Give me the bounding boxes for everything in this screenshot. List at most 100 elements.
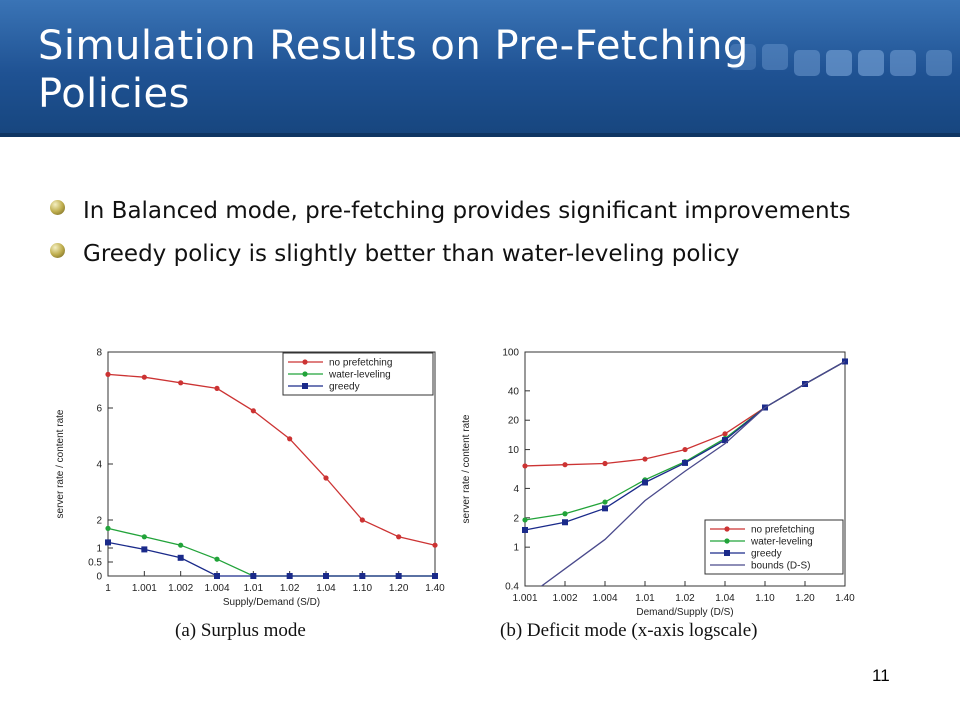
legend-marker [302, 359, 308, 365]
legend-marker [724, 526, 730, 532]
data-point-greedy [522, 526, 528, 533]
data-point-water-leveling [214, 556, 220, 562]
series-line-greedy [107, 541, 435, 577]
x-tick-label: 1.20 [389, 583, 409, 594]
x-tick-label: 1.40 [835, 593, 855, 604]
data-point-greedy [682, 459, 688, 466]
x-tick-label: 1.001 [512, 593, 537, 604]
surplus-mode-chart-svg: 0 0.5 1 2 4 6 8 1 1.001 1.002 1.004 1.01 1.02 1.04 1.1… [55, 348, 445, 642]
data-point-water-leveling [141, 534, 147, 540]
bullet-list: In Balanced mode, pre-fetching provides … [50, 190, 950, 276]
series-line-greedy [524, 360, 846, 531]
title-bar-rule [0, 133, 960, 137]
x-tick-label: 1.10 [353, 583, 373, 594]
data-point-water-leveling [105, 525, 111, 531]
x-tick-label: 1.001 [132, 583, 157, 594]
x-tick-label: 1.002 [552, 593, 577, 604]
data-point-no-prefetching [105, 371, 111, 377]
bullet-icon [50, 200, 65, 215]
data-point-greedy [722, 437, 728, 444]
y-axis-label: server rate / content rate [461, 414, 472, 523]
page-number: 11 [872, 666, 890, 685]
data-point-no-prefetching [287, 436, 293, 442]
data-point-greedy [105, 539, 111, 546]
data-point-no-prefetching [178, 380, 184, 386]
x-tick-label: 1.02 [675, 593, 695, 604]
data-point-no-prefetching [722, 431, 728, 437]
y-tick-label: 1 [513, 543, 519, 554]
legend-marker [724, 538, 730, 544]
data-point-greedy [214, 573, 220, 579]
data-point-greedy [642, 479, 648, 486]
legend-label: greedy [751, 549, 782, 560]
data-point-water-leveling [522, 517, 528, 523]
y-tick-label: 100 [502, 348, 519, 359]
x-tick-label: 1.01 [244, 583, 264, 594]
legend-label: bounds (D-S) [751, 561, 810, 572]
y-tick-label: 0 [96, 572, 102, 583]
x-axis-label: Demand/Supply (D/S) [636, 607, 733, 618]
data-point-greedy [359, 573, 366, 579]
data-point-greedy [602, 505, 608, 512]
data-point-no-prefetching [682, 446, 688, 453]
x-tick-label: 1.01 [635, 593, 655, 604]
y-tick-label: 40 [508, 386, 520, 397]
data-point-greedy [395, 573, 402, 579]
legend-label: water-leveling [328, 370, 391, 381]
x-tick-label: 1.004 [204, 583, 229, 594]
data-point-greedy [562, 519, 568, 526]
legend-label: greedy [329, 382, 360, 393]
legend-marker [302, 371, 308, 377]
data-point-no-prefetching [359, 517, 365, 523]
data-point-no-prefetching [214, 385, 220, 391]
data-point-no-prefetching [396, 534, 402, 540]
y-tick-label: 8 [96, 348, 102, 359]
data-point-no-prefetching [250, 408, 256, 414]
data-point-greedy [250, 573, 257, 579]
legend-label: water-leveling [750, 537, 813, 548]
y-tick-label: 4 [96, 460, 102, 471]
x-tick-label: 1.002 [168, 583, 193, 594]
x-tick-label: 1.40 [425, 583, 445, 594]
bullet-text: Greedy policy is slightly better than wa… [83, 241, 740, 267]
data-point-greedy [432, 573, 438, 579]
series-line-no-prefetching [107, 373, 436, 546]
y-tick-label: 0.5 [88, 558, 102, 569]
y-tick-label: 2 [513, 513, 519, 524]
data-point-no-prefetching [522, 463, 528, 469]
legend-marker [724, 550, 730, 556]
deficit-mode-chart-svg: 0.4 1 2 4 10 20 40 100 1.001 1.002 1.004 1.01 1.02 1.… [461, 348, 855, 642]
y-axis-label: server rate / content rate [55, 409, 66, 518]
surplus-mode-chart: 0 0.5 1 2 4 6 8 1 1.001 1.002 1.004 1.01 1.02 1.04 1.1… [55, 340, 455, 650]
data-point-water-leveling [562, 511, 568, 517]
y-tick-label: 1 [96, 544, 102, 555]
y-tick-label: 4 [513, 484, 519, 495]
y-tick-label: 2 [96, 516, 102, 527]
chart-caption: (b) Deficit mode (x-axis logscale) [500, 620, 757, 641]
x-tick-label: 1.04 [715, 593, 735, 604]
x-tick-label: 1.004 [592, 593, 617, 604]
y-tick-label: 10 [508, 445, 520, 456]
chart-caption: (a) Surplus mode [175, 620, 306, 641]
data-point-greedy [323, 573, 329, 579]
data-point-no-prefetching [602, 460, 608, 467]
x-tick-label: 1 [105, 583, 111, 594]
y-tick-label: 20 [508, 416, 520, 427]
data-point-greedy [286, 573, 293, 579]
data-point-no-prefetching [141, 374, 147, 380]
x-tick-label: 1.20 [795, 593, 815, 604]
data-point-greedy [141, 546, 148, 553]
bullet-text: In Balanced mode, pre-fetching provides … [83, 198, 851, 224]
decorative-squares [730, 44, 960, 84]
x-tick-label: 1.02 [280, 583, 300, 594]
slide-title: Simulation Results on Pre-Fetching Polic… [38, 23, 749, 117]
data-point-no-prefetching [642, 456, 648, 462]
data-point-water-leveling [178, 542, 184, 548]
bullet-item: In Balanced mode, pre-fetching provides … [50, 190, 950, 233]
data-point-water-leveling [602, 499, 608, 505]
x-tick-label: 1.04 [316, 583, 336, 594]
data-point-no-prefetching [432, 542, 438, 548]
legend-label: no prefetching [751, 525, 814, 536]
x-tick-label: 1.10 [755, 593, 775, 604]
y-tick-label: 6 [96, 404, 102, 415]
